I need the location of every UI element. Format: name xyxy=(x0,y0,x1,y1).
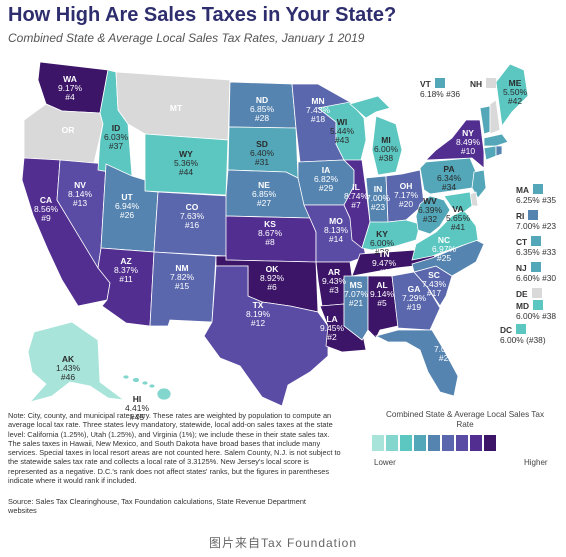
state-CT xyxy=(483,145,497,161)
label-MO: MO 8.13% #14 xyxy=(324,216,349,244)
state-NC xyxy=(411,239,485,277)
source-note: Source: Sales Tax Clearinghouse, Tax Fou… xyxy=(8,497,306,516)
label-ME: ME 5.50% #42 xyxy=(503,78,528,106)
callout-NJ: NJ 6.60% #30 xyxy=(516,262,557,283)
label-WV: WV 6.39% #32 xyxy=(418,196,443,224)
legend-swatch xyxy=(470,435,482,451)
state-TX xyxy=(203,265,329,407)
label-TX: TX 8.19% #12 xyxy=(246,300,271,328)
label-AR: AR 9.43% #3 xyxy=(322,267,347,295)
state-NJ xyxy=(471,169,487,199)
label-FL: FL 7.05% #22 xyxy=(434,335,459,363)
callout-RI: RI 7.00% #23 xyxy=(516,210,557,231)
label-SD: SD 6.40% #31 xyxy=(250,139,275,167)
label-NV: NV 8.14% #13 xyxy=(68,180,93,208)
label-NM: NM 7.82% #15 xyxy=(170,263,195,291)
map-title: How High Are Sales Taxes in Your State? xyxy=(8,4,397,26)
legend-color-scale xyxy=(372,435,496,451)
label-WY: WY 5.36% #44 xyxy=(174,149,199,177)
label-ND: ND 6.85% #28 xyxy=(250,95,275,123)
legend-swatch xyxy=(442,435,454,451)
state-NH xyxy=(489,99,501,135)
label-KS: KS 8.67% #8 xyxy=(258,219,283,247)
label-SC: SC 7.43% #17 xyxy=(422,270,447,298)
legend-low-label: Lower xyxy=(374,458,396,467)
state-HI xyxy=(122,374,172,401)
footnote: Note: City, county, and municipal rates … xyxy=(8,411,341,486)
callout-MD: MD 6.00% #38 xyxy=(516,300,557,321)
legend-title: Combined State & Average Local Sales Tax… xyxy=(385,410,545,429)
legend-high-label: Higher xyxy=(524,458,548,467)
label-AZ: AZ 8.37% #11 xyxy=(114,256,139,284)
label-OH: OH 7.17% #20 xyxy=(394,181,419,209)
state-MI xyxy=(349,95,403,176)
label-NE: NE 6.85% #27 xyxy=(252,180,277,208)
legend-swatch xyxy=(484,435,496,451)
label-MS: MS 7.07% #21 xyxy=(344,280,369,308)
state-MS xyxy=(343,275,369,341)
callout-VT: VT 6.18% #36 xyxy=(420,78,461,99)
label-KY: KY 6.00% #38 xyxy=(370,229,395,257)
label-VA: VA 5.65% #41 xyxy=(446,204,471,232)
label-OK: OK 8.92% #6 xyxy=(260,264,285,292)
label-GA: GA 7.29% #19 xyxy=(402,284,427,312)
legend-swatch xyxy=(372,435,384,451)
state-WV xyxy=(415,195,451,235)
label-OR: OR xyxy=(62,125,75,135)
state-MD xyxy=(443,191,473,213)
label-IN: IN 7.00% #23 xyxy=(366,184,391,212)
label-ID: ID 6.03% #37 xyxy=(104,123,129,151)
state-IL xyxy=(343,159,371,249)
label-HI: HI 4.41% #45 xyxy=(125,394,150,422)
map-subtitle: Combined State & Average Local Sales Tax… xyxy=(8,31,365,45)
label-IA: IA 6.82% #29 xyxy=(314,165,339,193)
callout-MA: MA 6.25% #35 xyxy=(516,184,557,205)
callout-NH: NH xyxy=(470,78,497,89)
state-RI xyxy=(495,145,503,157)
callout-DC: DC 6.00% (#38) xyxy=(500,324,546,345)
state-VA xyxy=(411,209,479,261)
state-NY xyxy=(424,119,485,169)
label-CO: CO 7.63% #16 xyxy=(180,202,205,230)
legend-swatch xyxy=(400,435,412,451)
label-NC: NC 6.97% #25 xyxy=(432,235,457,263)
label-LA: LA 9.45% #2 xyxy=(320,314,345,342)
label-IL: IL 8.74% #7 xyxy=(344,182,369,210)
callout-DE: DE xyxy=(516,288,542,299)
state-ME xyxy=(495,63,529,128)
label-PA: PA 6.34% #34 xyxy=(437,164,462,192)
label-CA: CA 8.56% #9 xyxy=(34,195,59,223)
state-FL xyxy=(374,329,459,397)
label-NY: NY 8.49% #10 xyxy=(456,128,481,156)
label-TN: TN 9.47% #1 xyxy=(372,249,397,277)
watermark: 图片来自Tax Foundation xyxy=(208,536,358,550)
label-WA: WA 9.17% #4 xyxy=(58,74,83,102)
state-MA xyxy=(483,133,509,147)
label-MN: MN 7.43% #18 xyxy=(306,96,331,124)
label-MI: MI 6.00% #38 xyxy=(374,135,399,163)
label-WI: WI 5.44% #43 xyxy=(330,117,355,145)
label-AL: AL 9.14% #5 xyxy=(370,280,395,308)
label-MT: MT xyxy=(170,103,183,113)
legend-swatch xyxy=(414,435,426,451)
state-AK xyxy=(27,321,126,403)
legend-swatch xyxy=(386,435,398,451)
label-UT: UT 6.94% #26 xyxy=(115,192,140,220)
label-AK: AK 1.43% #46 xyxy=(56,354,81,382)
legend-swatch xyxy=(428,435,440,451)
callout-CT: CT 6.35% #33 xyxy=(516,236,557,257)
legend-swatch xyxy=(456,435,468,451)
